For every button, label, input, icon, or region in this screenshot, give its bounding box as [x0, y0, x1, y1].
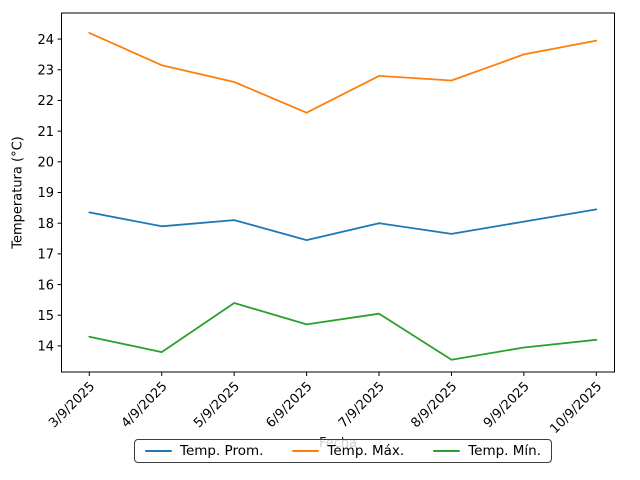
x-tick-label: 3/9/2025 [46, 379, 98, 431]
x-tick-label: 10/9/2025 [547, 379, 605, 437]
x-tick-label: 7/9/2025 [336, 379, 388, 431]
plot-frame [61, 12, 615, 373]
legend-label-temp-max: Temp. Máx. [327, 443, 405, 459]
legend-label-temp-prom: Temp. Prom. [180, 443, 264, 459]
y-axis-label: Temperatura (°C) [11, 136, 26, 249]
temp-prom-line-swatch [145, 449, 172, 453]
legend-item-temp-prom: Temp. Prom. [145, 443, 263, 459]
y-tick-label: 23 [37, 63, 54, 78]
y-tick-label: 15 [37, 309, 54, 324]
temp-max-line-swatch [292, 449, 320, 453]
series-line-temp-max [88, 32, 598, 114]
y-tick-label: 19 [37, 186, 54, 201]
series-line-temp-min [88, 302, 598, 361]
temp-min-line-swatch [433, 449, 461, 453]
y-tick-label: 24 [37, 33, 54, 48]
x-tick-label: 4/9/2025 [119, 379, 171, 431]
y-tick-label: 22 [37, 94, 54, 109]
legend-label-temp-min: Temp. Mín. [468, 443, 541, 459]
x-tick-label: 8/9/2025 [408, 379, 460, 431]
legend-item-temp-min: Temp. Mín. [433, 443, 541, 459]
y-tick-label: 14 [37, 340, 54, 355]
x-tick-label: 9/9/2025 [481, 379, 533, 431]
x-tick-label: 5/9/2025 [191, 379, 243, 431]
y-tick-label: 16 [37, 278, 54, 293]
chart-legend: Temp. Prom. Temp. Máx. Temp. Mín. [134, 439, 552, 463]
y-tick-label: 18 [37, 217, 54, 232]
x-tick-label: 6/9/2025 [264, 379, 316, 431]
y-tick-label: 20 [37, 156, 54, 171]
legend-item-temp-max: Temp. Máx. [292, 443, 404, 459]
y-tick-label: 17 [37, 248, 54, 263]
series-line-temp-prom [88, 208, 598, 242]
y-tick-label: 21 [37, 125, 54, 140]
